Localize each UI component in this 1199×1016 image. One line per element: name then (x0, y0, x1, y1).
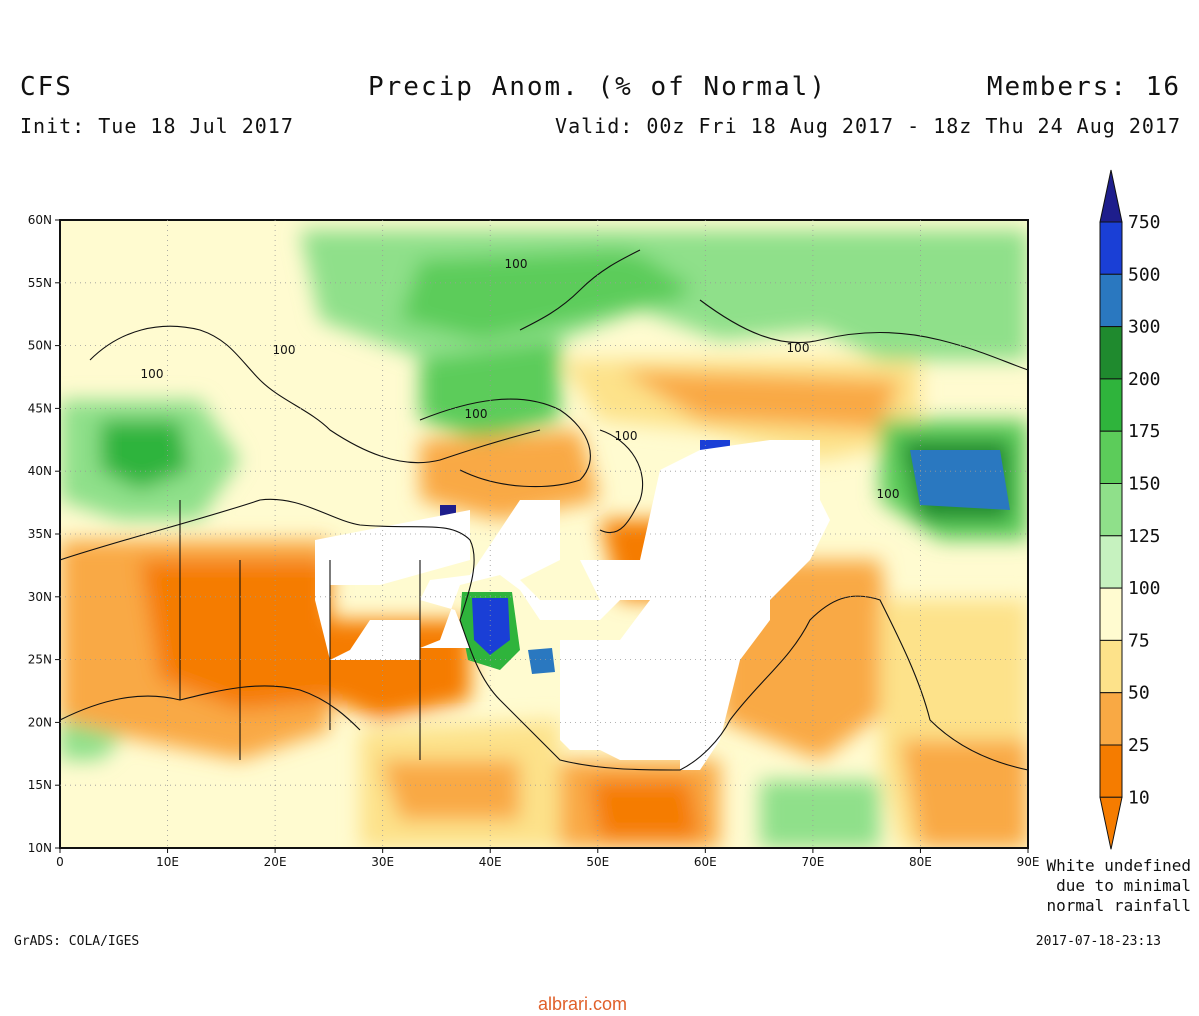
map-title: Precip Anom. (% of Normal) (368, 72, 827, 102)
contour-label-100: 100 (273, 343, 296, 357)
contour-label-100: 100 (615, 429, 638, 443)
colorbar-label: 500 (1128, 264, 1161, 285)
contour-label-100: 100 (141, 367, 164, 381)
contour-label-100: 100 (505, 257, 528, 271)
colorbar-swatch (1099, 535, 1123, 589)
colorbar-swatch (1099, 692, 1123, 746)
lon-label: 80E (909, 855, 932, 869)
colorbar-label: 175 (1128, 421, 1161, 442)
colorbar-swatch (1099, 639, 1123, 694)
watermark: albrari.com (538, 994, 628, 1014)
lat-label: 50N (28, 339, 52, 353)
colorbar-swatch (1099, 273, 1123, 328)
colorbar-swatch (1099, 587, 1123, 641)
lat-label: 10N (28, 841, 52, 855)
colorbar-label: 200 (1128, 369, 1161, 390)
note-line-3: normal rainfall (1046, 896, 1192, 915)
contour-label-100: 100 (787, 341, 810, 355)
lat-label: 35N (28, 527, 52, 541)
note-line-1: White undefined (1046, 856, 1192, 875)
lat-label: 55N (28, 276, 52, 290)
lat-label: 40N (28, 464, 52, 478)
colorbar-label: 10 (1128, 787, 1150, 808)
contour-label-100: 100 (465, 407, 488, 421)
colorbar-label: 25 (1128, 735, 1150, 756)
colorbar-label: 75 (1128, 630, 1150, 651)
colorbar-bottom-arrow (1099, 796, 1123, 850)
lat-label: 45N (28, 401, 52, 415)
colorbar-label: 150 (1128, 474, 1161, 495)
colorbar-label: 125 (1128, 526, 1161, 547)
colorbar-swatch (1099, 430, 1123, 485)
note-line-2: due to minimal (1056, 876, 1191, 895)
colorbar-label: 300 (1128, 317, 1161, 338)
grads-credit: GrADS: COLA/IGES (14, 934, 140, 949)
lon-label: 50E (586, 855, 609, 869)
lon-label: 90E (1017, 855, 1040, 869)
lat-label: 15N (28, 778, 52, 792)
lon-label: 30E (371, 855, 394, 869)
valid-period: Valid: 00z Fri 18 Aug 2017 - 18z Thu 24 … (555, 114, 1181, 138)
colorbar-swatch (1099, 744, 1123, 798)
lat-label: 20N (28, 715, 52, 729)
colorbar-swatch (1099, 483, 1123, 537)
lat-label: 25N (28, 653, 52, 667)
colorbar-swatch (1099, 326, 1123, 380)
contour-label-100: 100 (877, 487, 900, 501)
colorbar-top-arrow (1099, 169, 1123, 223)
lon-label: 20E (264, 855, 287, 869)
lon-label: 60E (694, 855, 717, 869)
colorbar-swatch (1099, 221, 1123, 275)
lon-label: 70E (801, 855, 824, 869)
colorbar-label: 100 (1128, 578, 1161, 599)
lon-label: 0 (56, 855, 64, 869)
colorbar-swatch (1099, 378, 1123, 432)
lon-label: 10E (156, 855, 179, 869)
lat-label: 60N (28, 213, 52, 227)
init-date: Init: Tue 18 Jul 2017 (20, 114, 294, 138)
colorbar-label: 750 (1128, 212, 1161, 233)
timestamp: 2017-07-18-23:13 (1035, 934, 1161, 949)
members-count: Members: 16 (986, 72, 1181, 102)
white-undefined-note: White undefined due to minimal normal ra… (1047, 856, 1192, 916)
model-name: CFS (20, 72, 73, 102)
colorbar: 750 500 300 200 175 150 125 100 75 50 25 10 (1099, 169, 1161, 850)
lon-label: 40E (479, 855, 502, 869)
precip-anomaly-field (60, 220, 1028, 848)
lat-label: 30N (28, 590, 52, 604)
colorbar-label: 50 (1128, 683, 1150, 704)
